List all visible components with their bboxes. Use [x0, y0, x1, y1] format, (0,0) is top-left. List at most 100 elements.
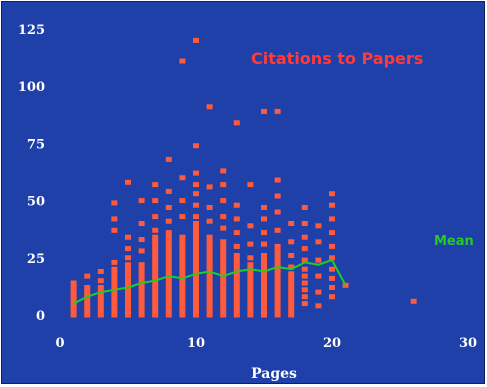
y-tick-label: 25 — [27, 252, 45, 267]
data-point — [206, 307, 213, 313]
data-point — [152, 227, 159, 233]
data-point — [274, 271, 281, 277]
data-point — [315, 289, 322, 295]
data-point — [220, 307, 227, 313]
data-point — [152, 280, 159, 286]
data-point — [220, 243, 227, 249]
data-point — [165, 289, 172, 295]
data-point — [179, 253, 186, 258]
data-point — [274, 253, 281, 258]
data-point — [193, 182, 199, 188]
y-tick-label: 100 — [18, 80, 45, 95]
data-point — [97, 278, 104, 284]
data-point — [111, 280, 118, 286]
data-point — [138, 312, 145, 318]
data-point — [288, 312, 295, 318]
data-point — [247, 182, 254, 188]
x-tick-label: 10 — [187, 336, 205, 351]
data-point — [329, 230, 335, 236]
data-point — [206, 266, 213, 272]
data-point — [220, 298, 227, 304]
data-point — [206, 234, 213, 240]
data-point — [138, 289, 145, 295]
data-point — [206, 248, 213, 254]
data-point — [220, 271, 227, 277]
data-point — [152, 257, 159, 263]
data-point — [165, 262, 172, 268]
data-point — [206, 243, 213, 249]
data-point — [261, 262, 267, 268]
data-point — [220, 239, 227, 245]
data-point — [220, 262, 227, 268]
mean-line — [73, 258, 347, 305]
data-point — [179, 239, 186, 245]
data-point — [111, 294, 118, 300]
data-point — [220, 280, 227, 286]
data-point — [97, 312, 104, 318]
data-point — [247, 271, 254, 277]
data-point — [193, 262, 199, 268]
data-point — [165, 188, 172, 194]
data-point — [193, 303, 199, 309]
data-point — [179, 243, 186, 249]
data-point — [274, 285, 281, 290]
data-point — [125, 179, 131, 185]
data-point — [84, 298, 91, 304]
data-point — [97, 298, 104, 304]
data-point — [70, 294, 77, 300]
data-point — [111, 200, 118, 206]
data-point — [165, 257, 172, 263]
data-point — [261, 312, 267, 318]
data-point — [315, 303, 322, 309]
data-point — [247, 298, 254, 304]
data-point — [274, 257, 281, 263]
data-point — [220, 303, 227, 309]
data-point — [274, 243, 281, 249]
chart-title: Citations to Papers — [251, 49, 423, 68]
data-point — [220, 294, 227, 300]
data-point — [220, 198, 227, 204]
data-point — [179, 175, 186, 181]
data-point — [125, 275, 131, 281]
data-point — [274, 280, 281, 286]
data-point — [84, 289, 91, 295]
data-point — [206, 289, 213, 295]
data-point — [111, 271, 118, 277]
data-point — [193, 230, 199, 236]
data-point — [233, 243, 240, 249]
data-point — [274, 227, 281, 233]
data-point — [247, 241, 254, 247]
data-point — [261, 285, 267, 290]
data-point — [301, 246, 308, 252]
mean-line-label: Mean — [434, 234, 474, 249]
data-point — [125, 312, 131, 318]
data-point — [165, 298, 172, 304]
data-point — [138, 307, 145, 313]
data-point — [125, 246, 131, 252]
data-point — [233, 275, 240, 281]
data-point — [193, 266, 199, 272]
data-point — [152, 248, 159, 254]
data-point — [288, 264, 295, 270]
data-point — [165, 266, 172, 272]
data-point — [138, 262, 145, 268]
points-layer — [70, 37, 417, 318]
data-point — [329, 243, 335, 249]
data-point — [220, 312, 227, 318]
data-point — [288, 285, 295, 290]
x-tick-label: 30 — [459, 336, 477, 351]
data-point — [233, 216, 240, 222]
data-point — [220, 248, 227, 254]
data-point — [220, 253, 227, 258]
data-point — [84, 312, 91, 318]
data-point — [179, 303, 186, 309]
data-point — [301, 287, 308, 293]
data-point — [165, 205, 172, 210]
data-point — [329, 191, 335, 197]
data-point — [247, 280, 254, 286]
data-point — [152, 285, 159, 290]
data-point — [206, 239, 213, 245]
data-point — [70, 298, 77, 304]
data-point — [288, 221, 295, 226]
